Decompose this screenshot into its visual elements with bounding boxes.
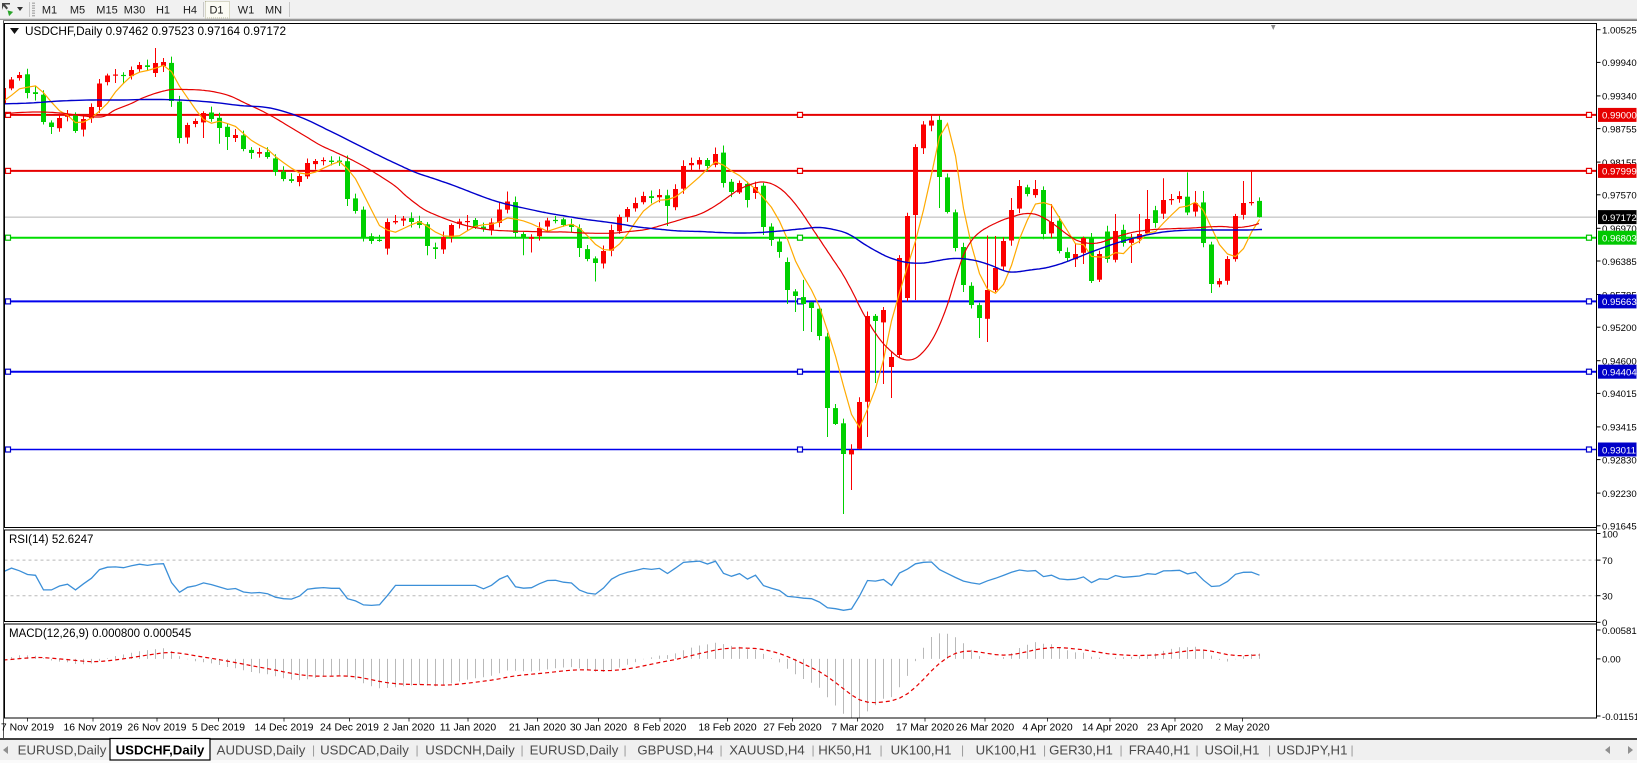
svg-text:H4: H4 xyxy=(183,5,197,17)
svg-text:0.005818: 0.005818 xyxy=(1602,626,1637,637)
svg-text:USDCHF,Daily 0.97462 0.97523: USDCHF,Daily 0.97462 0.97523 0.97164 0.9… xyxy=(25,24,286,38)
svg-text:D1: D1 xyxy=(209,5,223,17)
svg-text:USDCAD,Daily: USDCAD,Daily xyxy=(320,743,409,758)
svg-text:0.95663: 0.95663 xyxy=(1602,297,1637,308)
svg-text:UK100,H1: UK100,H1 xyxy=(976,743,1037,758)
svg-text:21 Jan 2020: 21 Jan 2020 xyxy=(509,723,566,734)
svg-text:UK100,H1: UK100,H1 xyxy=(891,743,952,758)
svg-text:0.92230: 0.92230 xyxy=(1602,489,1637,500)
svg-text:23 Apr 2020: 23 Apr 2020 xyxy=(1147,723,1203,734)
svg-text:7 Nov 2019: 7 Nov 2019 xyxy=(1,723,54,734)
svg-text:|: | xyxy=(1043,743,1046,757)
svg-text:0.92830: 0.92830 xyxy=(1602,455,1637,466)
svg-text:14 Dec 2019: 14 Dec 2019 xyxy=(255,723,314,734)
svg-text:17 Mar 2020: 17 Mar 2020 xyxy=(896,723,955,734)
svg-text:0.95200: 0.95200 xyxy=(1602,323,1637,334)
svg-text:|: | xyxy=(1195,743,1198,757)
svg-text:|: | xyxy=(1268,743,1271,757)
svg-text:GBPUSD,H4: GBPUSD,H4 xyxy=(637,743,713,758)
svg-text:0.93415: 0.93415 xyxy=(1602,423,1637,434)
svg-text:|: | xyxy=(623,743,626,757)
svg-text:M15: M15 xyxy=(96,5,117,17)
svg-text:11 Jan 2020: 11 Jan 2020 xyxy=(440,723,497,734)
svg-text:0.93011: 0.93011 xyxy=(1602,445,1636,456)
svg-text:EURUSD,Daily: EURUSD,Daily xyxy=(530,743,619,758)
svg-text:H1: H1 xyxy=(156,5,170,17)
svg-text:USDCHF,Daily: USDCHF,Daily xyxy=(116,743,205,758)
svg-text:26 Nov 2019: 26 Nov 2019 xyxy=(128,723,187,734)
svg-text:|: | xyxy=(312,743,315,757)
svg-text:0.91645: 0.91645 xyxy=(1602,522,1637,533)
svg-text:0.99340: 0.99340 xyxy=(1602,92,1637,103)
svg-text:|: | xyxy=(520,743,523,757)
svg-text:MN: MN xyxy=(265,5,282,17)
svg-text:2 May 2020: 2 May 2020 xyxy=(1215,723,1270,734)
svg-text:0.94404: 0.94404 xyxy=(1602,368,1637,379)
svg-text:0.94600: 0.94600 xyxy=(1602,357,1637,368)
svg-text:AUDUSD,Daily: AUDUSD,Daily xyxy=(217,743,306,758)
svg-text:|: | xyxy=(879,743,882,757)
svg-text:|: | xyxy=(961,743,964,757)
svg-text:|: | xyxy=(1350,743,1353,757)
svg-text:0.96970: 0.96970 xyxy=(1602,224,1637,235)
svg-text:0.00: 0.00 xyxy=(1602,655,1621,666)
svg-text:0.97172: 0.97172 xyxy=(1602,213,1637,224)
svg-text:0.97570: 0.97570 xyxy=(1602,191,1637,202)
svg-text:26 Mar 2020: 26 Mar 2020 xyxy=(956,723,1015,734)
svg-text:0.97999: 0.97999 xyxy=(1602,167,1637,178)
svg-text:5 Dec 2019: 5 Dec 2019 xyxy=(192,723,245,734)
svg-text:0.99000: 0.99000 xyxy=(1602,111,1637,122)
svg-text:|: | xyxy=(811,743,814,757)
svg-text:-0.011514: -0.011514 xyxy=(1602,712,1637,723)
svg-text:8 Feb 2020: 8 Feb 2020 xyxy=(634,723,687,734)
svg-text:7 Mar 2020: 7 Mar 2020 xyxy=(831,723,884,734)
svg-text:|: | xyxy=(415,743,418,757)
svg-text:0: 0 xyxy=(1602,618,1607,629)
svg-text:0.98755: 0.98755 xyxy=(1602,124,1637,135)
svg-text:USDCNH,Daily: USDCNH,Daily xyxy=(425,743,515,758)
svg-text:MACD(12,26,9) 0.000800 0.00054: MACD(12,26,9) 0.000800 0.000545 xyxy=(9,628,191,640)
svg-text:|: | xyxy=(1119,743,1122,757)
svg-text:30 Jan 2020: 30 Jan 2020 xyxy=(570,723,627,734)
svg-text:70: 70 xyxy=(1602,556,1613,567)
svg-text:W1: W1 xyxy=(238,5,255,17)
svg-text:0.96385: 0.96385 xyxy=(1602,257,1637,268)
svg-text:24 Dec 2019: 24 Dec 2019 xyxy=(320,723,379,734)
svg-text:0.94015: 0.94015 xyxy=(1602,389,1637,400)
svg-text:XAUUSD,H4: XAUUSD,H4 xyxy=(729,743,804,758)
svg-text:0.96803: 0.96803 xyxy=(1602,234,1637,245)
svg-text:16 Nov 2019: 16 Nov 2019 xyxy=(64,723,123,734)
svg-text:M30: M30 xyxy=(124,5,145,17)
svg-text:RSI(14) 52.6247: RSI(14) 52.6247 xyxy=(9,534,93,546)
svg-text:GER30,H1: GER30,H1 xyxy=(1049,743,1113,758)
svg-text:EURUSD,Daily: EURUSD,Daily xyxy=(18,743,107,758)
svg-text:4 Apr 2020: 4 Apr 2020 xyxy=(1022,723,1072,734)
svg-text:14 Apr 2020: 14 Apr 2020 xyxy=(1082,723,1138,734)
svg-text:30: 30 xyxy=(1602,592,1613,603)
svg-text:27 Feb 2020: 27 Feb 2020 xyxy=(763,723,822,734)
svg-text:0.99940: 0.99940 xyxy=(1602,58,1637,69)
svg-text:USOil,H1: USOil,H1 xyxy=(1205,743,1260,758)
svg-text:1.00525: 1.00525 xyxy=(1602,26,1637,37)
svg-text:0.98155: 0.98155 xyxy=(1602,158,1637,169)
svg-text:100: 100 xyxy=(1602,529,1618,540)
svg-text:FRA40,H1: FRA40,H1 xyxy=(1129,743,1191,758)
svg-text:|: | xyxy=(719,743,722,757)
svg-text:M5: M5 xyxy=(70,5,85,17)
svg-text:USDJPY,H1: USDJPY,H1 xyxy=(1277,743,1348,758)
svg-text:2 Jan 2020: 2 Jan 2020 xyxy=(383,723,435,734)
svg-text:HK50,H1: HK50,H1 xyxy=(818,743,872,758)
svg-text:M1: M1 xyxy=(42,5,57,17)
svg-text:18 Feb 2020: 18 Feb 2020 xyxy=(698,723,757,734)
